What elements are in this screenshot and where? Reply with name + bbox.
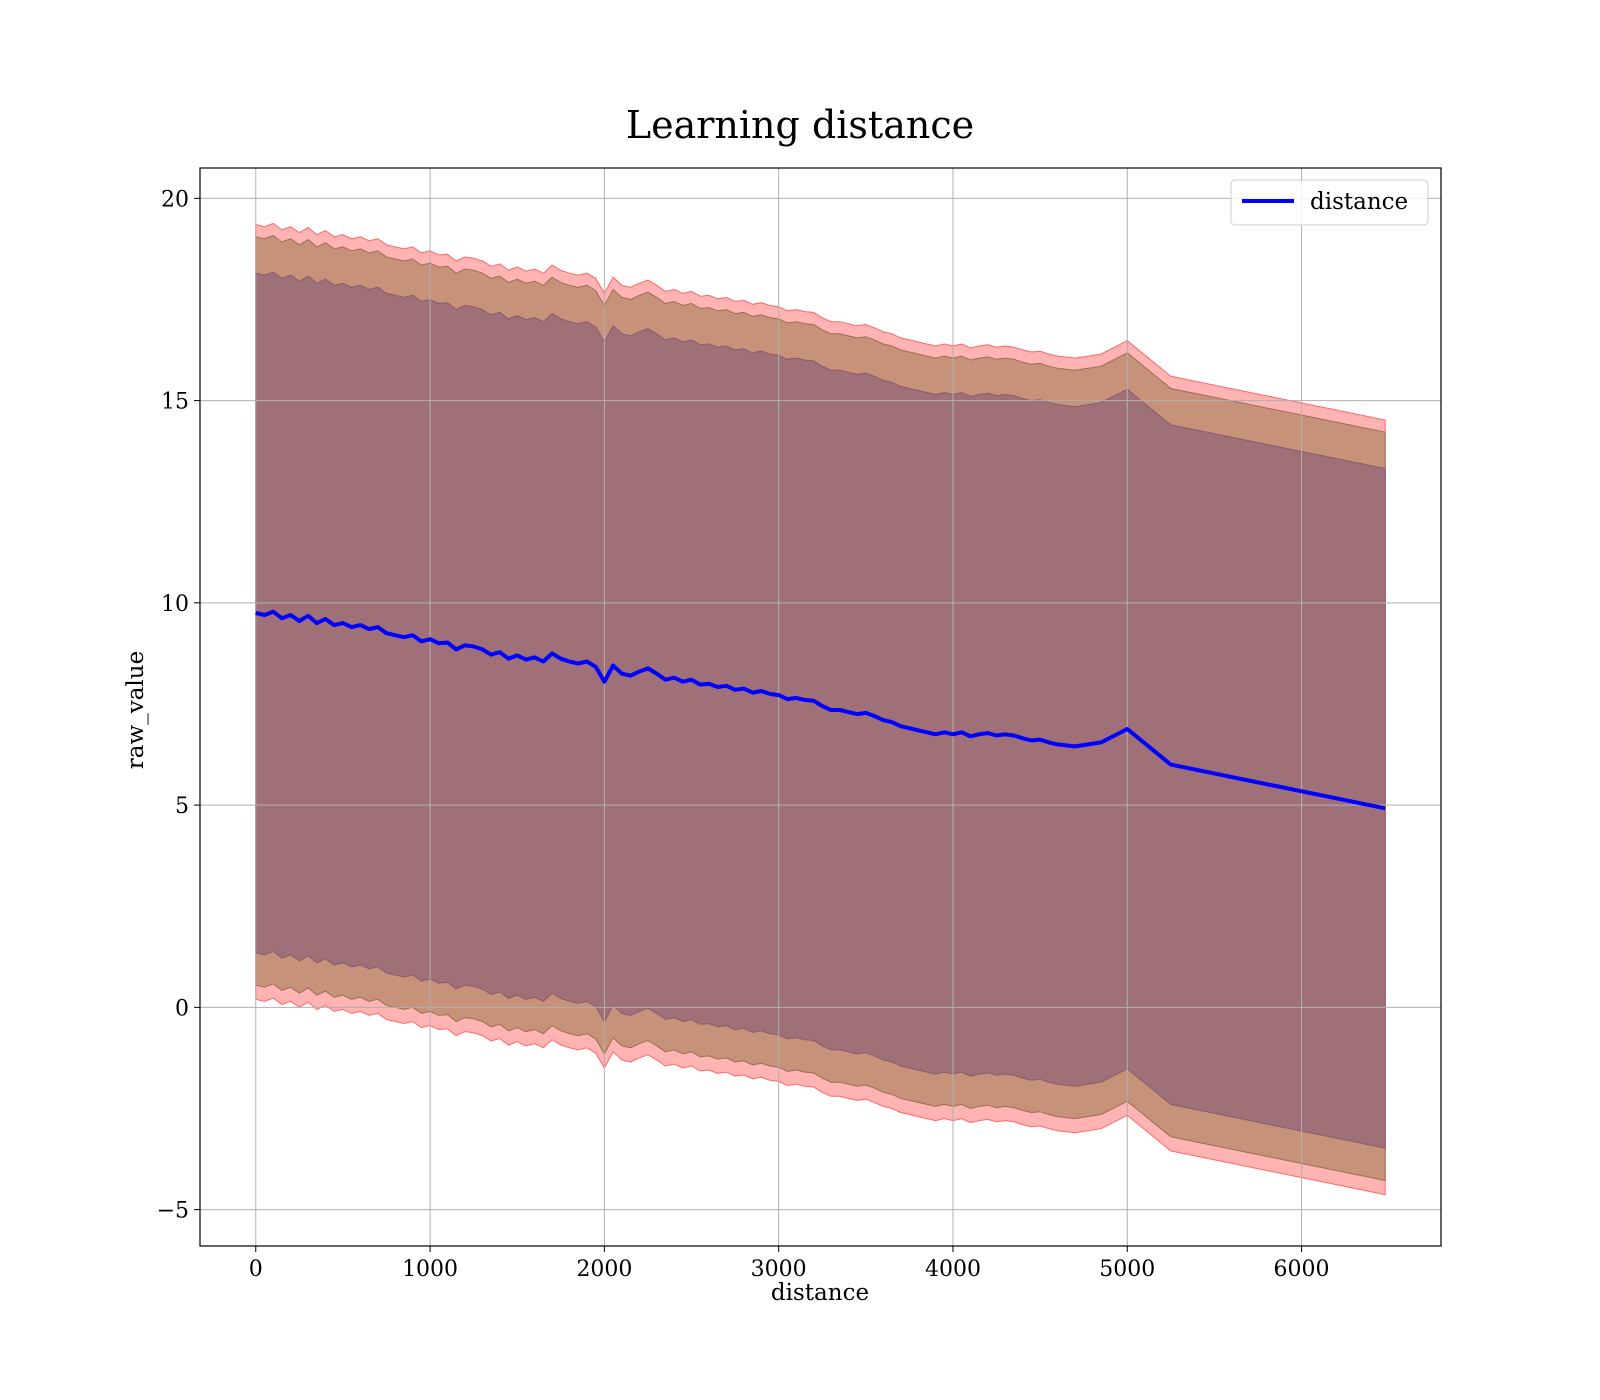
x-tick-label-5: 5000: [1099, 1257, 1155, 1282]
x-axis-ticks: 0 1000 2000 3000 4000 5000 6000: [249, 1246, 1330, 1282]
y-tick-label-1: 0: [175, 996, 189, 1021]
legend: distance: [1230, 179, 1429, 226]
y-tick-label-5: 20: [161, 187, 189, 212]
x-tick-label-0: 0: [249, 1257, 263, 1282]
y-tick-label-0: −5: [157, 1199, 189, 1224]
x-axis-label: distance: [771, 1280, 869, 1306]
series-lines: [255, 609, 1386, 811]
legend-entry-distance: distance: [1310, 189, 1408, 215]
y-tick-label-2: 5: [175, 794, 189, 819]
x-tick-label-6: 6000: [1274, 1257, 1330, 1282]
confidence-bands: [255, 222, 1386, 1196]
confidence-band-3: [255, 271, 1386, 1149]
y-axis-label: raw_value: [123, 651, 149, 769]
x-tick-label-4: 4000: [925, 1257, 981, 1282]
y-axis-ticks: −5 0 5 10 15 20: [157, 187, 200, 1224]
grid: [200, 168, 1441, 1246]
legend-box: [1230, 179, 1429, 226]
y-tick-label-4: 15: [161, 390, 189, 415]
plot-area-frame: [199, 167, 1442, 1247]
x-tick-label-1: 1000: [402, 1257, 458, 1282]
series-line-distance: [255, 609, 1386, 811]
x-tick-label-2: 2000: [576, 1257, 632, 1282]
chart-title: Learning distance: [626, 103, 974, 147]
x-tick-label-3: 3000: [751, 1257, 807, 1282]
y-tick-label-3: 10: [161, 592, 189, 617]
